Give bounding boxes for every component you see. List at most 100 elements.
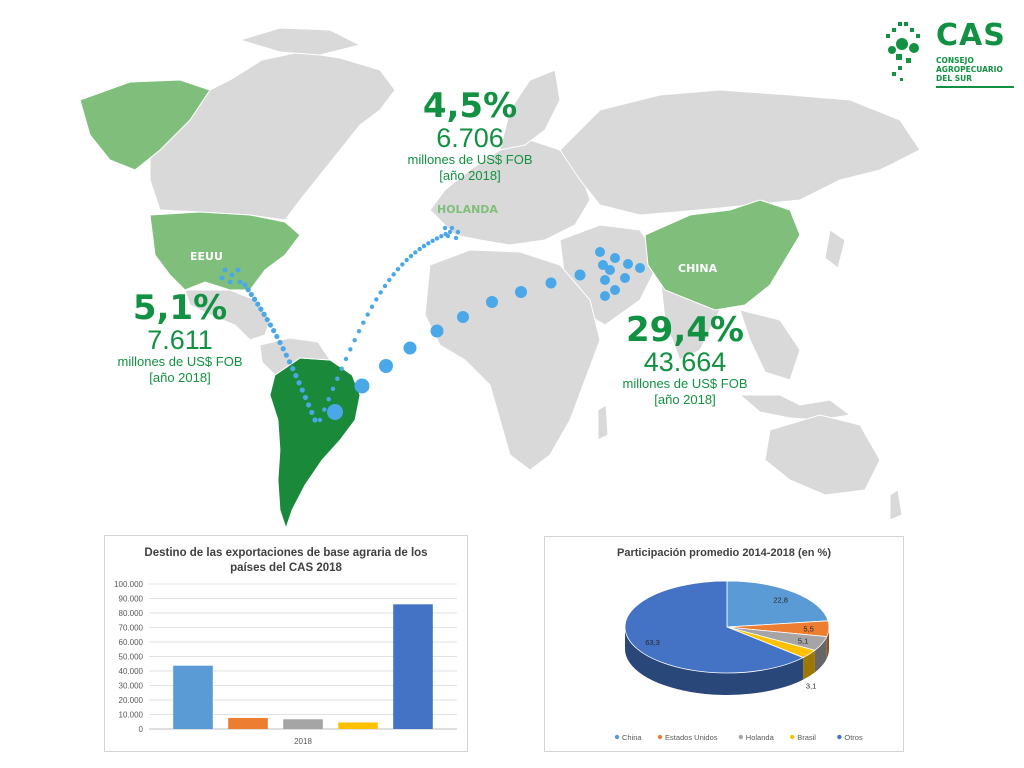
highlight-china	[644, 199, 801, 311]
pie-slice	[726, 580, 829, 628]
bar	[173, 665, 213, 729]
route-dot	[296, 380, 302, 386]
route-dot	[348, 347, 353, 352]
route-usa	[219, 267, 318, 423]
route-dot	[335, 376, 340, 381]
route-dot	[408, 253, 414, 259]
route-china	[327, 247, 645, 420]
stat-china-value: 43.664	[643, 347, 727, 377]
bar-chart: 0 10.000 20.000 30.000 40.000 50.000 60.000 70.…	[114, 580, 457, 746]
route-dot	[379, 359, 393, 373]
bar-ytick-label: 0	[139, 725, 144, 734]
route-dot	[445, 233, 451, 239]
route-dot	[605, 265, 615, 275]
route-dot	[439, 234, 444, 239]
route-dot	[421, 243, 427, 249]
pie-slice-side	[814, 636, 827, 673]
label-netherlands: HOLANDA	[437, 203, 498, 216]
stat-usa-pct: 5,1%	[132, 288, 228, 328]
bar-ytick-label: 90.000	[119, 595, 144, 604]
world-map	[79, 27, 921, 530]
route-dot	[574, 269, 586, 281]
highlight-greenland	[79, 79, 211, 171]
cas-logo-subtitle-line: DEL SUR	[936, 74, 973, 83]
route-dot	[430, 324, 444, 338]
route-dot	[322, 407, 327, 412]
cas-logo-subtitle-line: AGROPECUARIO	[936, 65, 1003, 74]
pie-legend-swatch	[738, 734, 743, 740]
bar-ytick-label: 70.000	[119, 624, 144, 633]
stat-china-unit: millones de US$ FOB	[622, 376, 748, 391]
land-mexico	[184, 289, 271, 341]
route-dot	[317, 417, 323, 423]
route-dot	[286, 359, 293, 365]
route-dot	[251, 296, 258, 302]
label-usa: EEUU	[190, 250, 223, 263]
bar-ytick-label: 60.000	[119, 638, 144, 647]
route-dot	[453, 235, 459, 241]
route-dot	[600, 291, 610, 301]
stat-netherlands-value: 6.706	[436, 123, 504, 153]
pie-chart-title: Participación promedio 2014-2018 (en %)	[617, 547, 831, 559]
route-dot	[274, 333, 280, 340]
pie-chart: 22,8 5,5 5,1 3,1 63,3 China Estados Unidos Hola…	[614, 580, 863, 742]
route-dot	[222, 267, 228, 273]
stat-netherlands: 4,5% 6.706 millones de US$ FOB [año 2018…	[395, 88, 545, 184]
route-dot	[327, 404, 343, 420]
route-dot	[227, 279, 233, 285]
route-dot	[235, 267, 241, 273]
trade-routes	[219, 225, 645, 423]
route-dot	[361, 320, 366, 325]
route-dot	[403, 341, 417, 355]
route-dot	[312, 417, 318, 423]
route-dot	[486, 296, 498, 308]
stat-usa: 5,1% 7.611 millones de US$ FOB [año 2018…	[105, 290, 255, 386]
route-dot	[369, 304, 375, 309]
pie-data-label: 5,1	[798, 636, 808, 645]
pie-legend-swatch	[837, 734, 842, 740]
route-dot	[299, 387, 305, 393]
route-dot	[219, 275, 225, 281]
route-dot	[400, 262, 405, 267]
stat-china: 29,4% 43.664 millones de US$ FOB [año 20…	[605, 312, 765, 408]
highlight-cas-countries	[269, 357, 361, 530]
land-southeast-asia	[739, 309, 801, 381]
bar-chart-title-line: países del CAS 2018	[230, 562, 342, 574]
highlight-usa	[149, 211, 301, 291]
cas-logo-mark-icon	[886, 22, 920, 81]
bar-ytick-label: 50.000	[119, 653, 144, 662]
pie-data-label: 5,5	[803, 624, 813, 633]
route-dot	[309, 409, 315, 416]
pie-slice	[624, 580, 805, 674]
route-dot	[237, 279, 243, 285]
route-dot	[382, 283, 388, 289]
route-dot	[620, 273, 630, 283]
pie-legend-swatch	[790, 734, 795, 740]
route-dot	[339, 366, 344, 371]
bar-ytick-label: 40.000	[119, 667, 144, 676]
cas-logo-subtitle-line: CONSEJO	[936, 56, 974, 65]
cas-logo-underline	[936, 86, 1014, 88]
route-dot	[545, 277, 557, 289]
land-australia	[764, 414, 881, 496]
route-holanda	[317, 225, 461, 423]
route-dot	[248, 291, 254, 298]
route-dot	[426, 241, 431, 246]
route-dot	[255, 301, 261, 307]
stat-netherlands-year: [año 2018]	[439, 168, 501, 183]
land-new-zealand	[889, 489, 903, 521]
bar-chart-title: Destino de las exportaciones de base agr…	[105, 546, 467, 576]
route-dot	[413, 250, 418, 255]
bar	[393, 604, 433, 729]
pie-legend-swatch	[657, 734, 663, 740]
route-dot	[447, 229, 453, 235]
route-dot	[293, 373, 299, 379]
cas-logo-name: CAS	[936, 18, 1006, 53]
route-dot	[261, 311, 267, 317]
route-dot	[387, 277, 392, 283]
route-dot	[395, 266, 401, 272]
route-dot	[635, 263, 645, 273]
bar-ytick-label: 80.000	[119, 609, 144, 618]
route-dot	[267, 322, 274, 328]
pie-slice-side	[803, 650, 815, 680]
